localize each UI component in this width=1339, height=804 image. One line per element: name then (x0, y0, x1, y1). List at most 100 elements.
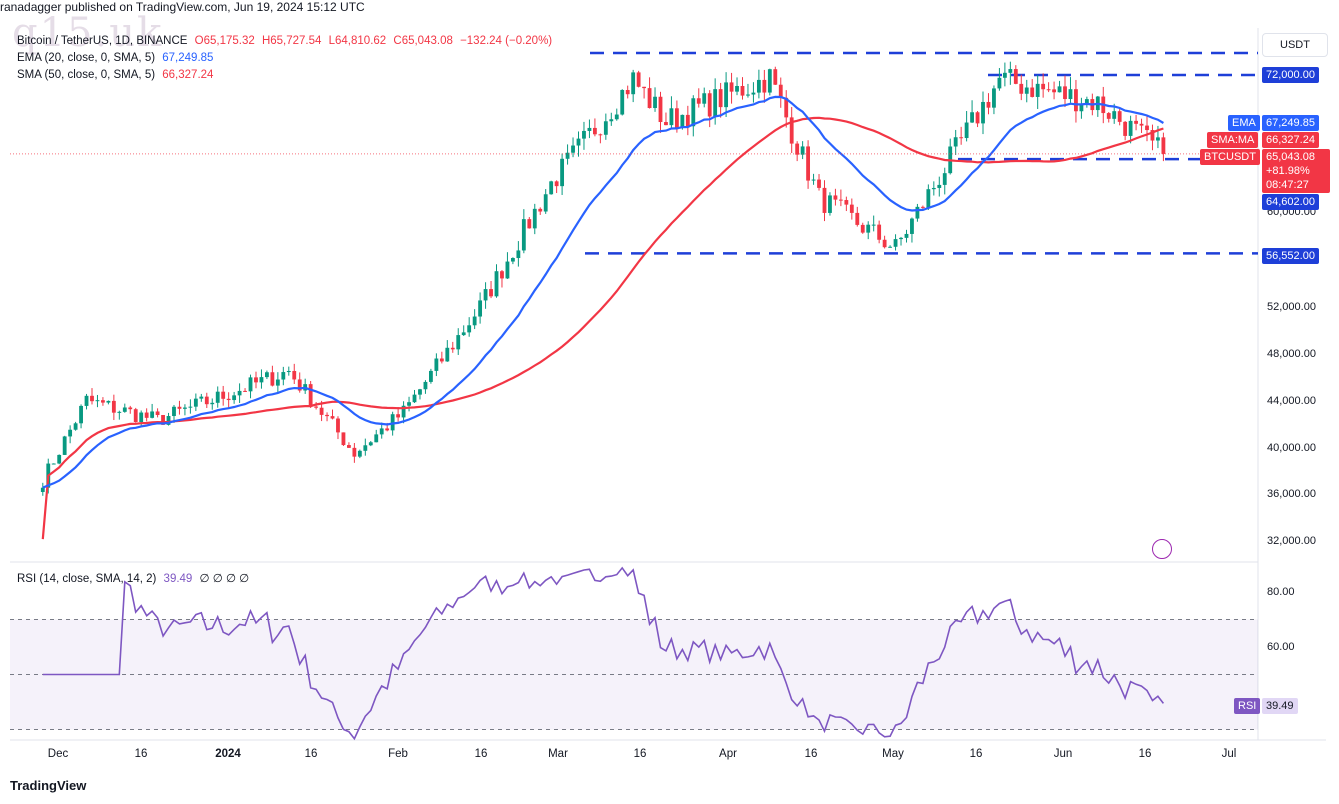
legend-low: L64,810.62 (328, 35, 387, 47)
grid (10, 28, 1326, 741)
candle-body (199, 396, 204, 399)
legend-sma[interactable]: SMA (50, close, 0, SMA, 5) 66,327.24 (17, 69, 217, 81)
candle-body (155, 411, 160, 416)
candle-body (450, 347, 455, 350)
candle-body (1128, 120, 1133, 136)
price-tag-timer: 08:47:27 (1266, 179, 1309, 191)
candle-body (696, 98, 701, 104)
candle-body (128, 407, 133, 410)
candle-body (40, 487, 45, 492)
candle-body (221, 391, 226, 399)
candle-body (379, 428, 384, 435)
candle-body (1013, 69, 1018, 84)
x-tick: 16 (134, 748, 148, 760)
candle-body (95, 400, 100, 402)
price-tag: 65,043.08 +81.98% 08:47:27 (1262, 149, 1330, 193)
candle-body (598, 134, 603, 136)
candle-body (937, 184, 942, 188)
candle-body (188, 406, 193, 408)
flash-icon[interactable] (1152, 539, 1172, 559)
candle-body (357, 450, 362, 457)
legend-change: −132.24 (−0.20%) (460, 35, 553, 47)
candle-body (270, 372, 275, 386)
candle-body (434, 358, 439, 371)
candle-body (336, 418, 340, 433)
candle-body (554, 181, 559, 187)
candle-body (226, 398, 231, 401)
candle-body (910, 218, 914, 234)
rsi-value-tag: 39.49 (1262, 698, 1298, 714)
candle-body (817, 179, 821, 188)
x-tick: Jul (1221, 748, 1237, 760)
candle-body (111, 400, 116, 413)
x-tick: May (882, 748, 904, 760)
watermark: q15.uk (12, 10, 164, 56)
candle-body (368, 442, 373, 446)
candle-body (871, 224, 876, 226)
candle-body (1156, 137, 1160, 141)
candle-body (904, 233, 909, 238)
candle-body (106, 400, 111, 403)
candle-body (746, 94, 750, 96)
candle-body (500, 271, 504, 279)
candle-body (428, 370, 433, 382)
ema-name-tag: EMA (1228, 115, 1260, 131)
candle-body (806, 146, 811, 181)
candle-body (183, 407, 187, 409)
candle-body (1150, 130, 1155, 141)
candle-body (478, 300, 483, 317)
candle-body (866, 224, 871, 233)
candle-body (237, 390, 242, 396)
candle-body (888, 246, 892, 248)
candle-body (494, 271, 499, 297)
candle-body (565, 152, 570, 159)
candle-body (620, 89, 625, 115)
candle-body (642, 86, 647, 89)
candle-body (281, 372, 286, 380)
candle-body (882, 239, 887, 248)
legend-rsi[interactable]: RSI (14, close, SMA, 14, 2) 39.49 ∅ ∅ ∅ … (17, 571, 253, 585)
candle-body (51, 463, 56, 465)
candle-body (292, 370, 297, 380)
candle-body (505, 261, 510, 279)
candle-body (538, 208, 543, 212)
candle-body (664, 122, 668, 126)
candle-body (101, 400, 105, 403)
candle-body (767, 69, 772, 93)
candle-body (964, 122, 969, 139)
candle-body (265, 372, 269, 378)
candle-body (396, 414, 401, 418)
candle-body (510, 258, 515, 262)
candle-body (838, 199, 843, 201)
candle-body (724, 82, 729, 108)
candle-body (401, 405, 406, 418)
candle-body (691, 98, 696, 127)
candle-body (669, 108, 674, 126)
candle-body (822, 187, 827, 213)
candle-body (1057, 86, 1062, 93)
legend-ema[interactable]: EMA (20, close, 0, SMA, 5) 67,249.85 (17, 52, 217, 64)
candle-body (489, 289, 493, 297)
candle-body (844, 200, 849, 205)
currency-button[interactable]: USDT (1262, 33, 1328, 57)
candle-body (756, 79, 761, 93)
candle-body (363, 445, 368, 451)
sma-50-line (41, 116, 1164, 540)
candle-body (1161, 137, 1166, 154)
candle-body (631, 72, 636, 95)
candle-body (57, 454, 62, 464)
candle-body (73, 423, 78, 430)
candle-body (1063, 86, 1067, 100)
x-tick: 16 (969, 748, 983, 760)
candle-body (680, 114, 685, 128)
x-tick: 16 (804, 748, 818, 760)
candle-body (456, 335, 461, 350)
candle-body (571, 145, 575, 153)
candle-body (953, 137, 958, 147)
candle-body (133, 409, 138, 423)
candle-body (166, 416, 171, 425)
legend-rsi-value: 39.49 (163, 573, 193, 585)
symbol-tag: BTCUSDT (1200, 149, 1260, 165)
x-tick: Mar (548, 748, 568, 760)
